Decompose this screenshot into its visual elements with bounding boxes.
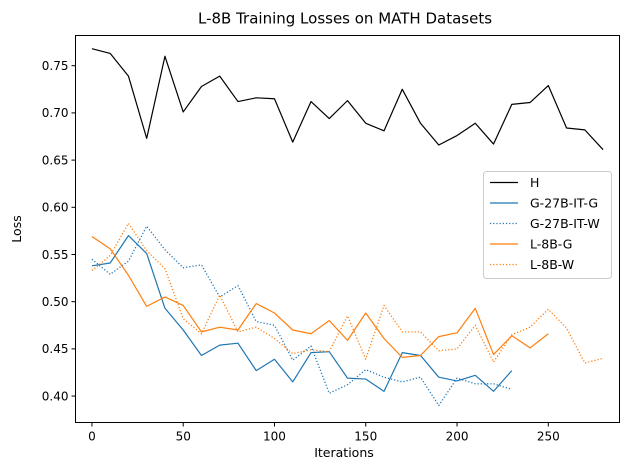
series-line-h (91, 48, 604, 151)
y-tick-label: 0.60 (42, 201, 69, 215)
y-tick-label: 0.50 (42, 295, 69, 309)
series-line-g-27b-it-w (91, 225, 512, 407)
y-tick-label: 0.55 (42, 248, 69, 262)
x-tick-label: 200 (446, 430, 469, 444)
x-tick-label: 150 (354, 430, 377, 444)
y-tick-label: 0.45 (42, 342, 69, 356)
legend-label: L-8B-W (530, 257, 574, 272)
series-line-l-8b-w (91, 222, 604, 364)
x-tick-label: 0 (88, 430, 96, 444)
plot-area (75, 35, 620, 423)
y-tick-label: 0.65 (42, 153, 69, 167)
legend-label: L-8B-G (530, 237, 572, 252)
x-axis: 0 50 100 150 200 250 (88, 422, 560, 444)
axes-frame (75, 35, 620, 423)
y-tick-label: 0.70 (42, 106, 69, 120)
x-tick-label: 50 (176, 430, 191, 444)
legend-label: G-27B-IT-G (530, 196, 598, 211)
y-axis: 0.40 0.45 0.50 0.55 0.60 0.65 0.70 0.75 (42, 59, 76, 403)
series-line-g-27b-it-g (91, 235, 513, 392)
series-line-l-8b-g (91, 236, 549, 358)
legend: H G-27B-IT-G G-27B-IT-W L-8B-G L-8B-W (483, 171, 612, 279)
legend-label: H (530, 175, 539, 190)
x-axis-label: Iterations (314, 445, 374, 460)
y-tick-label: 0.75 (42, 59, 69, 73)
chart-title: L-8B Training Losses on MATH Datasets (198, 10, 492, 28)
x-tick-label: 100 (263, 430, 286, 444)
series-lines (91, 48, 604, 407)
legend-box (483, 171, 612, 279)
y-axis-label: Loss (9, 215, 24, 242)
x-tick-label: 250 (537, 430, 560, 444)
y-tick-label: 0.40 (42, 389, 69, 403)
legend-label: G-27B-IT-W (530, 216, 600, 231)
